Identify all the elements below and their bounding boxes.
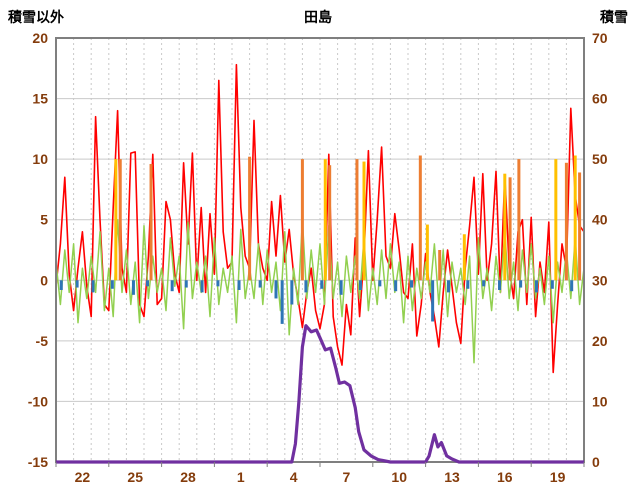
orange-yellow-bars-bar xyxy=(362,161,366,281)
blue-bars-bar xyxy=(91,280,95,293)
left-axis-tick-label: 20 xyxy=(32,30,48,46)
green-line xyxy=(55,218,585,364)
left-axis-title: 積雪以外 xyxy=(8,9,64,25)
x-axis-tick-label: 13 xyxy=(444,469,460,485)
blue-bars-bar xyxy=(258,280,262,288)
right-axis-tick-label: 20 xyxy=(592,333,608,349)
blue-bars-bar xyxy=(237,280,241,290)
orange-yellow-bars-bar xyxy=(300,159,304,281)
left-axis-tick-label: 10 xyxy=(32,151,48,167)
right-axis-tick-label: 0 xyxy=(592,454,600,470)
orange-yellow-bars-bar xyxy=(323,159,327,281)
blue-bars-bar xyxy=(394,280,398,292)
blue-bars-bar xyxy=(216,280,220,287)
right-axis-tick-label: 50 xyxy=(592,151,608,167)
x-axis-tick-label: 10 xyxy=(391,469,407,485)
x-axis-tick-label: 19 xyxy=(550,469,566,485)
left-axis-tick-label: 5 xyxy=(40,212,48,228)
orange-yellow-bars-bar xyxy=(328,165,332,281)
orange-yellow-bars-bar xyxy=(573,155,577,281)
blue-bars-bar xyxy=(339,280,343,295)
orange-yellow-bars-bar xyxy=(149,163,153,281)
blue-bars-bar xyxy=(534,280,538,293)
right-axis-tick-label: 10 xyxy=(592,393,608,409)
blue-bars-bar xyxy=(110,280,114,289)
right-axis-title: 積雪 xyxy=(600,9,628,25)
orange-yellow-bars-bar xyxy=(118,159,122,281)
left-axis-tick-label: 0 xyxy=(40,272,48,288)
blue-bars-bar xyxy=(280,280,284,324)
blue-bars-bar xyxy=(274,280,278,299)
orange-yellow-bars-bar xyxy=(114,159,118,281)
right-axis-tick-label: 70 xyxy=(592,30,608,46)
blue-bars-bar xyxy=(290,280,294,305)
orange-yellow-bars-bar xyxy=(578,172,582,281)
blue-bars-bar xyxy=(320,280,324,289)
x-axis-tick-label: 25 xyxy=(127,469,143,485)
blue-bars-bar xyxy=(378,280,382,287)
blue-bars-bar xyxy=(550,280,554,289)
red-line xyxy=(55,63,585,374)
chart-title: 田島 xyxy=(304,9,332,25)
blue-bars-bar xyxy=(482,280,486,287)
x-axis-tick-label: 4 xyxy=(290,469,298,485)
orange-yellow-bars-bar xyxy=(554,159,558,281)
orange-yellow-bars-bar xyxy=(355,159,359,281)
blue-bars-bar xyxy=(519,280,523,288)
orange-yellow-bars-bar xyxy=(462,234,466,281)
orange-yellow-bars-bar xyxy=(248,156,252,281)
blue-bars-bar xyxy=(304,280,308,293)
blue-bars-bar xyxy=(431,280,435,322)
blue-bars-bar xyxy=(498,280,502,290)
x-axis-tick-label: 1 xyxy=(237,469,245,485)
left-axis-tick-label: 15 xyxy=(32,91,48,107)
x-axis-tick-label: 22 xyxy=(75,469,91,485)
right-axis-tick-label: 60 xyxy=(592,91,608,107)
left-axis-tick-label: -15 xyxy=(28,454,48,470)
blue-bars-bar xyxy=(358,280,362,290)
blue-bars-bar xyxy=(131,280,135,295)
x-axis-tick-label: 7 xyxy=(343,469,351,485)
left-axis-tick-label: -5 xyxy=(36,333,49,349)
right-axis-tick-label: 40 xyxy=(592,212,608,228)
right-axis-tick-label: 30 xyxy=(592,272,608,288)
blue-bars-bar xyxy=(146,280,150,287)
orange-yellow-bars-bar xyxy=(418,155,422,281)
orange-yellow-bars-bar xyxy=(564,162,568,281)
orange-yellow-bars-bar xyxy=(438,250,442,281)
blue-bars-bar xyxy=(75,280,79,288)
purple-snow-line xyxy=(56,324,584,464)
blue-bars-bar xyxy=(570,280,574,292)
blue-bars-bar xyxy=(446,280,450,293)
orange-yellow-bars-bar xyxy=(508,177,512,281)
x-axis-tick-label: 28 xyxy=(180,469,196,485)
orange-yellow-bars-bar xyxy=(503,173,507,281)
blue-bars-bar xyxy=(184,280,188,288)
blue-bars-bar xyxy=(410,280,414,288)
left-axis-tick-label: -10 xyxy=(28,393,48,409)
blue-bars-bar xyxy=(200,280,204,293)
orange-yellow-bars-bar xyxy=(517,159,521,281)
x-axis-tick-label: 16 xyxy=(497,469,513,485)
blue-bars-bar xyxy=(170,280,174,292)
blue-bars-bar xyxy=(466,280,470,289)
blue-bars-bar xyxy=(59,280,63,290)
orange-yellow-bars-bar xyxy=(425,224,429,281)
